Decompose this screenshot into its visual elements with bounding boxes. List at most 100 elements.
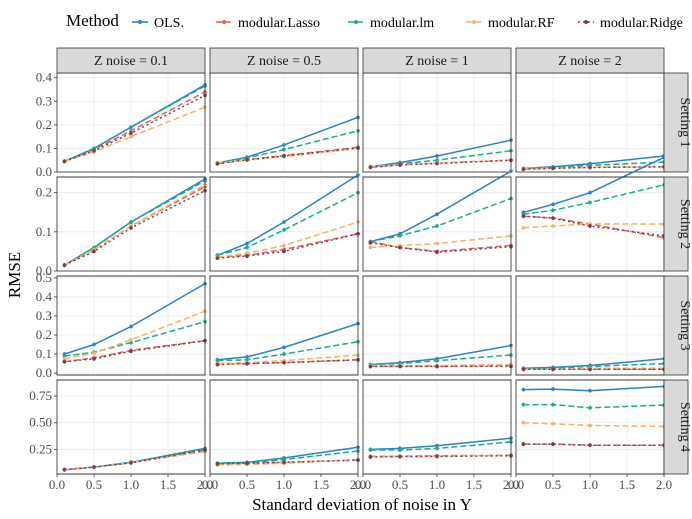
data-point xyxy=(588,224,592,228)
y-tick-label: 0.50 xyxy=(29,415,52,430)
x-tick-label: 1.5 xyxy=(466,477,482,492)
row-strip-label: Setting 4 xyxy=(677,402,692,452)
data-point xyxy=(551,166,555,171)
row-strip xyxy=(663,72,689,173)
series-line xyxy=(523,362,665,370)
legend-label: modular.Lasso xyxy=(238,16,320,31)
facet-panel xyxy=(362,72,513,173)
facet-panel xyxy=(362,169,513,272)
facet-panel xyxy=(515,379,666,475)
series-line xyxy=(370,437,512,451)
data-point xyxy=(521,402,526,407)
data-point xyxy=(551,224,555,228)
series-line xyxy=(370,363,512,367)
y-tick-label: 0.4 xyxy=(36,70,53,85)
data-point xyxy=(368,448,373,452)
data-point xyxy=(398,233,402,238)
series-line xyxy=(217,340,359,362)
series-line xyxy=(217,192,359,257)
legend-title: Method xyxy=(66,11,119,30)
data-point xyxy=(588,388,592,393)
facet-panel xyxy=(515,155,666,272)
data-point xyxy=(282,228,286,232)
data-point xyxy=(368,364,373,369)
data-point xyxy=(129,220,133,224)
data-point xyxy=(588,200,592,205)
data-point xyxy=(551,202,555,207)
data-point xyxy=(129,340,133,345)
data-point xyxy=(551,421,555,426)
data-point xyxy=(245,251,249,256)
x-tick-label: 0.5 xyxy=(545,477,561,492)
data-point xyxy=(215,161,220,166)
data-point xyxy=(368,455,373,459)
data-point xyxy=(521,387,526,392)
data-point xyxy=(398,448,402,452)
x-tick-label: 0.5 xyxy=(239,477,255,492)
data-point xyxy=(398,454,402,459)
facet-strips: Setting 1 Setting 2 Setting 3 Setting 4 Z no… xyxy=(56,47,692,475)
row-strip xyxy=(663,176,689,272)
series-line xyxy=(64,94,206,163)
data-point xyxy=(398,364,402,369)
data-point xyxy=(588,367,592,372)
y-tick-label: 0.25 xyxy=(29,441,52,456)
x-tick-label: 1.0 xyxy=(276,477,292,492)
facet-panel xyxy=(362,379,513,475)
data-point xyxy=(435,212,439,217)
data-point xyxy=(551,402,555,407)
legend-key-point xyxy=(472,20,476,24)
facet-panel xyxy=(56,275,207,376)
column-strip xyxy=(56,47,206,74)
data-point xyxy=(92,357,96,361)
data-point xyxy=(245,461,249,466)
legend-entry: modular.Lasso xyxy=(216,16,320,31)
panel-border xyxy=(56,275,206,376)
series-line xyxy=(64,310,206,360)
data-point xyxy=(588,443,592,447)
series-line xyxy=(523,367,664,371)
column-strip-label: Z noise = 1 xyxy=(405,54,469,69)
data-point xyxy=(588,405,592,410)
legend-entry: modular.lm xyxy=(348,16,434,31)
data-point xyxy=(245,245,249,250)
y-tick-label: 0.2 xyxy=(36,185,52,200)
data-point xyxy=(129,349,133,354)
data-point xyxy=(62,357,67,361)
series-line xyxy=(217,174,359,256)
row-strip-label: Setting 2 xyxy=(677,199,692,249)
data-point xyxy=(368,245,373,250)
x-tick-label: 1.5 xyxy=(619,477,635,492)
facet-panel xyxy=(56,379,207,475)
y-tick-label: 0.0 xyxy=(36,164,52,179)
y-axis-title: RMSE xyxy=(5,252,24,298)
series-line xyxy=(523,215,665,239)
row-strip-label: Setting 1 xyxy=(677,97,692,147)
data-point xyxy=(129,134,133,139)
data-point xyxy=(435,358,439,363)
data-point xyxy=(245,361,249,366)
data-point xyxy=(215,358,220,363)
data-point xyxy=(129,131,133,135)
x-tick-label: 2.0 xyxy=(503,477,519,492)
x-tick-label: 0.5 xyxy=(392,477,408,492)
series-line xyxy=(217,147,359,164)
data-point xyxy=(215,256,220,260)
series-line xyxy=(370,240,512,253)
data-point xyxy=(62,354,67,358)
series-line xyxy=(523,223,664,229)
data-point xyxy=(282,460,286,465)
x-tick-label: 1.5 xyxy=(160,477,176,492)
series-line xyxy=(523,165,665,170)
series-line xyxy=(217,322,359,361)
x-tick-label: 2.0 xyxy=(656,477,672,492)
panel-border xyxy=(362,176,512,272)
legend-key-point xyxy=(138,20,142,24)
data-point xyxy=(551,367,555,372)
data-point xyxy=(282,143,286,147)
data-point xyxy=(215,362,220,367)
data-point xyxy=(282,457,286,462)
data-point xyxy=(282,154,286,158)
legend: Method OLS. modular.Lasso modular.lm modula… xyxy=(66,11,683,31)
